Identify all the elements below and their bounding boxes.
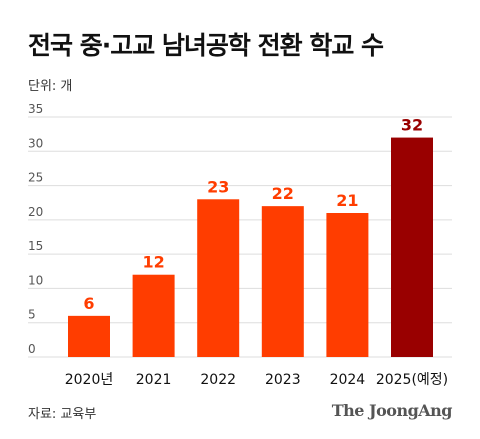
source-label: 자료: 교육부	[28, 407, 97, 422]
data-label: 32	[401, 116, 423, 135]
x-tick-label: 2024	[330, 372, 366, 388]
y-tick-label: 30	[28, 136, 43, 150]
data-labels: 6 12 23 22 21 32	[83, 116, 423, 313]
y-tick-label: 35	[28, 102, 43, 116]
bar	[132, 274, 175, 357]
data-label: 22	[272, 184, 294, 203]
data-label: 21	[336, 191, 358, 210]
bar	[326, 213, 369, 357]
data-label: 12	[142, 253, 164, 272]
y-tick-labels: 0 5 10 15 20 25 30 35	[28, 102, 43, 356]
x-tick-labels: 2020년 2021 2022 2023 2024 2025(예정)	[65, 372, 448, 388]
chart-title: 전국 중·고교 남녀공학 전환 학교 수	[28, 31, 384, 60]
data-label: 6	[83, 294, 94, 313]
bar	[391, 137, 433, 357]
gridlines	[28, 116, 452, 358]
x-tick-label: 2025(예정)	[376, 372, 448, 388]
unit-label: 단위: 개	[28, 79, 73, 94]
publisher-logo: The JoongAng	[331, 401, 453, 420]
y-tick-label: 15	[28, 239, 43, 253]
y-tick-label: 25	[28, 171, 43, 185]
x-tick-label: 2023	[265, 372, 301, 388]
y-tick-label: 0	[28, 342, 36, 356]
data-label: 23	[207, 177, 229, 196]
y-tick-label: 20	[28, 205, 43, 219]
x-tick-label: 2021	[136, 372, 172, 388]
y-tick-label: 10	[28, 273, 43, 287]
y-tick-label: 5	[28, 308, 36, 322]
bar	[68, 315, 110, 357]
bars	[68, 137, 433, 357]
x-tick-label: 2022	[200, 372, 236, 388]
bar	[197, 199, 240, 357]
x-tick-label: 2020년	[65, 372, 114, 388]
bar	[261, 206, 304, 357]
